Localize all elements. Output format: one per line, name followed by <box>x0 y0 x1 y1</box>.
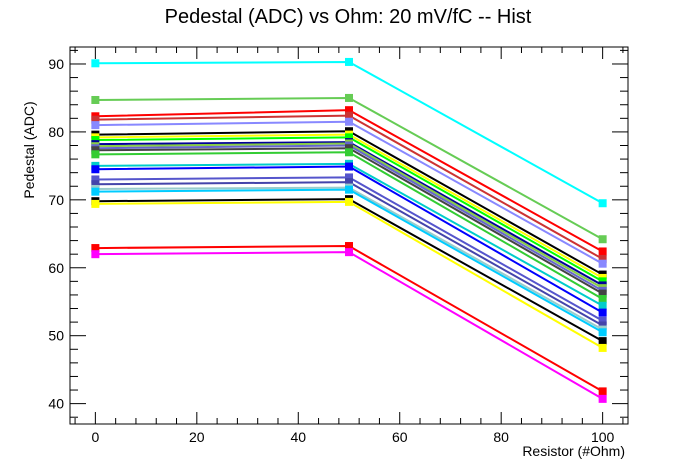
x-tick-label: 40 <box>290 429 306 445</box>
data-point <box>598 316 607 325</box>
series-5 <box>91 117 607 268</box>
series-13 <box>91 148 607 304</box>
series-15 <box>91 162 607 317</box>
data-point <box>598 328 607 337</box>
data-point <box>91 150 100 159</box>
series-16 <box>91 173 607 325</box>
data-point <box>345 111 353 120</box>
series-line <box>95 188 604 334</box>
series-23 <box>91 248 607 403</box>
data-point <box>345 57 353 66</box>
data-point <box>91 95 100 104</box>
data-point <box>345 93 353 102</box>
series-17 <box>91 178 607 330</box>
data-point <box>598 235 607 244</box>
data-point <box>91 146 100 155</box>
data-point <box>598 301 607 310</box>
data-point <box>91 121 100 130</box>
data-point <box>345 197 353 206</box>
axis-layer: 0 20 40 60 80 100 40 50 60 70 80 90 <box>48 47 628 445</box>
series-line <box>95 251 604 400</box>
plot-frame <box>69 46 629 425</box>
x-tick-label: 100 <box>591 429 615 445</box>
x-tick-label: 20 <box>189 429 205 445</box>
data-point <box>91 187 100 196</box>
data-point <box>345 106 353 115</box>
series-22 <box>91 242 607 396</box>
chart-title: Pedestal (ADC) vs Ohm: 20 mV/fC -- Hist <box>164 6 532 28</box>
series-4 <box>91 111 607 263</box>
series-19 <box>91 185 607 337</box>
data-point <box>598 247 607 256</box>
data-point <box>598 337 607 346</box>
data-point <box>598 199 607 208</box>
data-point <box>91 199 100 208</box>
y-axis-label: Pedestal (ADC) <box>21 101 37 198</box>
data-point <box>345 173 353 182</box>
data-point <box>598 259 607 268</box>
x-tick-label: 80 <box>493 429 509 445</box>
series-2 <box>91 93 607 244</box>
data-point <box>345 185 353 194</box>
data-point <box>598 308 607 317</box>
data-point <box>598 254 607 263</box>
data-point <box>345 242 353 251</box>
data-point <box>345 148 353 157</box>
data-point <box>345 162 353 171</box>
series-8 <box>91 133 607 286</box>
series-12 <box>91 144 607 298</box>
y-tick-label: 70 <box>48 192 64 208</box>
data-point <box>598 277 607 286</box>
data-point <box>345 133 353 142</box>
data-point <box>91 250 100 259</box>
data-point <box>345 178 353 187</box>
data-point <box>91 175 100 184</box>
y-tick-label: 40 <box>48 396 64 412</box>
data-point <box>598 321 607 330</box>
data-point <box>598 343 607 352</box>
data-point <box>598 295 607 304</box>
y-tick-label: 60 <box>48 260 64 276</box>
series-18 <box>91 183 607 334</box>
data-point <box>91 59 100 68</box>
data-point <box>598 289 607 298</box>
y-tick-label: 50 <box>48 328 64 344</box>
data-point <box>91 165 100 174</box>
x-tick-label: 60 <box>392 429 408 445</box>
data-point <box>345 248 353 257</box>
data-point <box>91 244 100 253</box>
x-axis-label: Resistor (#Ohm) <box>522 443 625 459</box>
series-1 <box>91 57 607 208</box>
x-tick-label: 0 <box>91 429 99 445</box>
series-line <box>95 200 604 349</box>
data-point <box>91 115 100 124</box>
data-point <box>345 144 353 153</box>
y-tick-label: 80 <box>48 124 64 140</box>
data-point <box>345 117 353 126</box>
y-tick-label: 90 <box>48 56 64 72</box>
data-point <box>91 136 100 145</box>
series-21 <box>91 197 607 352</box>
data-point <box>598 394 607 403</box>
data-point <box>91 180 100 189</box>
series-layer <box>91 57 607 403</box>
data-point <box>598 387 607 396</box>
